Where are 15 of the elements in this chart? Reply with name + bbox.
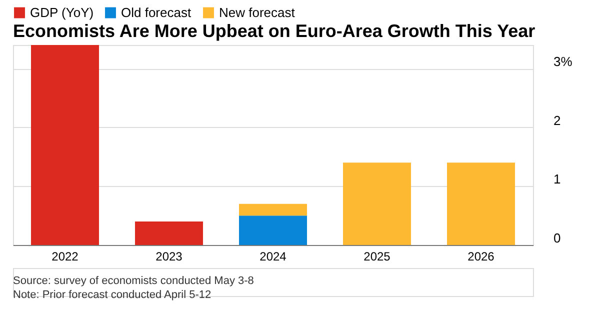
x-tick-label: 2024 [260,250,287,264]
legend-label: New forecast [219,4,296,20]
legend-label: GDP (YoY) [30,4,94,20]
text: Note: Prior forecast conducted April 5-12 [13,289,212,301]
y-tick-label: 0 [554,230,561,246]
x-tick-label: 2026 [468,250,495,264]
y-tick-label: 3% [554,54,573,70]
y-tick-label: 1 [554,172,561,187]
legend-label: Old forecast [121,4,192,20]
x-tick-label: 2023 [156,250,183,264]
x-tick-label: 2022 [52,250,79,264]
y-tick-label: 2 [554,112,561,128]
x-tick-label: 2025 [364,250,391,264]
chart-title: Economists Are More Upbeat on Euro-Area Growth This Year [13,21,536,41]
source-note: Source: survey of economists conducted May 3-8 [13,275,254,287]
